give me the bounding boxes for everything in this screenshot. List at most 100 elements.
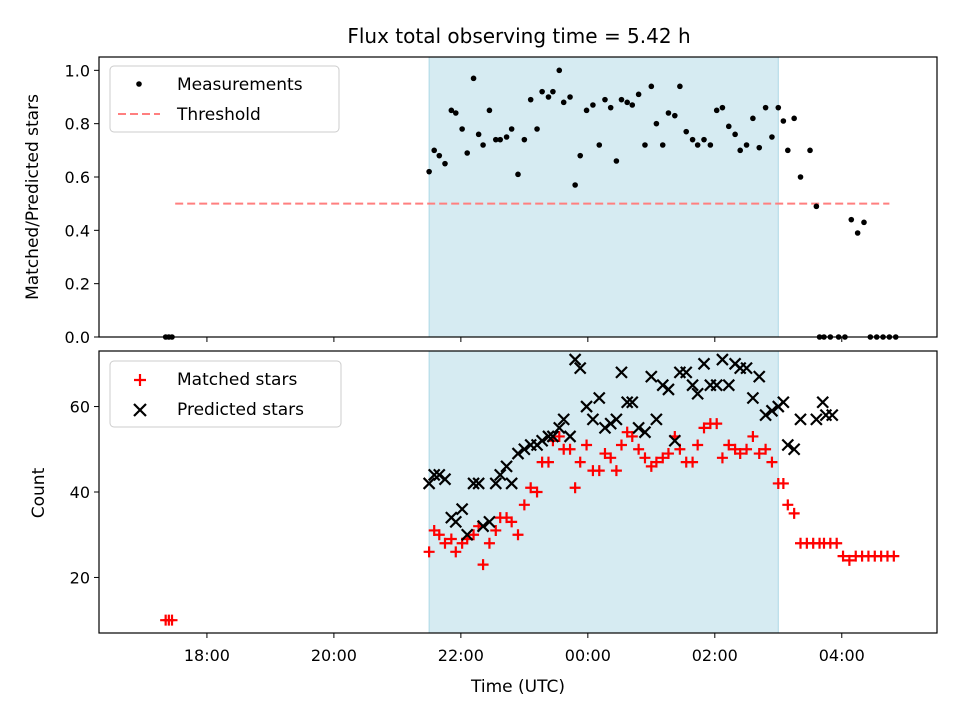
ratio-legend-box	[109, 65, 340, 133]
ratio-y-label: Matched/Predicted stars	[23, 94, 43, 300]
matched-stars-legend-label: Matched stars	[177, 370, 297, 390]
measurement-point	[677, 83, 683, 90]
matched-stars-point	[626, 430, 638, 442]
matched-stars-point	[766, 456, 778, 468]
ratio-x-ticks	[206, 337, 843, 342]
measurement-point	[459, 126, 465, 132]
predicted-stars-point	[716, 353, 729, 366]
measurement-point	[618, 96, 625, 103]
ratio-panel: 0.0 0.2 0.4 0.6 0.8 1.0 Matched/Predicted sta…	[23, 56, 938, 347]
matched-stars-point	[734, 448, 746, 460]
predicted-stars-point	[449, 515, 463, 529]
count-y-label: Count	[29, 467, 49, 518]
measurement-point	[785, 147, 791, 154]
measurement-point	[672, 112, 678, 119]
count-panel: 20 40 60 18:00 20:00 22:00 00:00 02:00 04:00 Co…	[29, 350, 938, 697]
predicted-stars-point	[787, 442, 801, 456]
observing-window-span-bottom	[428, 350, 779, 634]
count-y-tick-label: 60	[70, 398, 90, 417]
predicted-stars-point	[746, 391, 760, 405]
matched-stars-point	[888, 550, 900, 562]
matched-stars-point	[512, 529, 524, 541]
predicted-stars-point	[563, 430, 577, 443]
measurement-point	[508, 126, 515, 132]
predicted-stars-point	[500, 460, 513, 473]
predicted-stars-point	[759, 408, 772, 422]
matched-stars-point	[615, 439, 627, 451]
measurement-point	[497, 136, 504, 143]
matched-stars-point	[698, 422, 710, 434]
ratio-y-tick-label: 0.0	[65, 328, 90, 347]
count-y-tick-label: 40	[70, 483, 90, 502]
predicted-stars-point	[691, 387, 704, 401]
measurement-point	[659, 142, 666, 148]
measurement-point	[775, 104, 782, 111]
measurement-point	[470, 75, 477, 82]
measurements-legend-label: Measurements	[177, 75, 303, 95]
predicted-stars-point	[650, 413, 663, 426]
measurement-point	[629, 102, 636, 108]
measurement-point	[521, 136, 528, 143]
predicted-stars-point	[546, 430, 560, 443]
measurement-point	[613, 158, 620, 164]
ratio-y-tick-label: 0.6	[65, 168, 90, 187]
ratio-axes-frame	[98, 56, 938, 338]
ratio-y-axis: 0.0 0.2 0.4 0.6 0.8 1.0	[65, 61, 99, 347]
matched-stars-point	[747, 430, 759, 442]
measurement-point	[426, 168, 432, 175]
threshold-legend-label: Threshold	[176, 105, 261, 125]
matched-stars-point	[581, 439, 593, 451]
measurement-point	[431, 147, 438, 154]
predicted-stars-point	[455, 502, 469, 516]
matched-stars-point	[711, 418, 723, 430]
measurement-point	[854, 230, 861, 236]
predicted-stars-point	[472, 477, 485, 490]
time-x-tick-label: 00:00	[565, 646, 611, 665]
predicted-stars-point	[697, 357, 711, 371]
observing-window-span-top	[428, 56, 779, 338]
predicted-stars-point	[781, 438, 795, 452]
ratio-y-tick-label: 0.4	[65, 221, 90, 240]
matched-stars-point	[782, 499, 794, 511]
measurement-point	[475, 131, 482, 138]
predicted-stars-point	[794, 413, 807, 426]
predicted-stars-point	[740, 361, 753, 375]
predicted-stars-point	[422, 477, 436, 490]
matched-stars-legend-marker	[134, 374, 146, 386]
count-legend: Matched stars Predicted stars	[109, 360, 342, 428]
predicted-stars-point	[438, 472, 452, 486]
measurements-legend-marker	[136, 81, 142, 87]
matched-stars-point	[483, 537, 495, 549]
matched-stars-point	[662, 448, 674, 460]
predicted-stars-point	[816, 395, 830, 409]
predicted-stars-point	[686, 378, 699, 392]
matched-stars-point	[569, 482, 581, 494]
matched-stars-point	[445, 533, 457, 545]
matched-stars-point	[553, 430, 565, 442]
matched-stars-point	[564, 443, 576, 455]
measurement-point	[572, 182, 578, 188]
matched-stars-point	[574, 456, 586, 468]
predicted-stars-point	[615, 366, 628, 379]
measurement-point	[861, 219, 867, 226]
time-x-label: Time (UTC)	[470, 677, 565, 697]
count-axes-frame	[98, 350, 938, 634]
predicted-stars-point	[460, 528, 474, 542]
measurement-point	[436, 152, 443, 159]
predicted-stars-point	[427, 468, 441, 482]
predicted-stars-point	[625, 395, 639, 409]
measurement-point	[486, 107, 493, 114]
ratio-y-tick-label: 0.2	[65, 275, 90, 294]
predicted-stars-point	[632, 421, 645, 435]
matched-stars-point	[518, 499, 530, 511]
measurement-point	[550, 88, 556, 95]
matched-stars-point	[439, 537, 451, 549]
matched-stars-point	[450, 546, 462, 558]
predicted-stars-point	[825, 408, 839, 422]
time-x-tick-label: 18:00	[184, 646, 230, 665]
matched-stars-point	[843, 554, 855, 566]
measurement-point	[624, 99, 630, 106]
matched-stars-point	[423, 546, 435, 558]
ratio-y-tick-label: 0.8	[65, 115, 90, 134]
predicted-stars-point	[568, 353, 582, 366]
